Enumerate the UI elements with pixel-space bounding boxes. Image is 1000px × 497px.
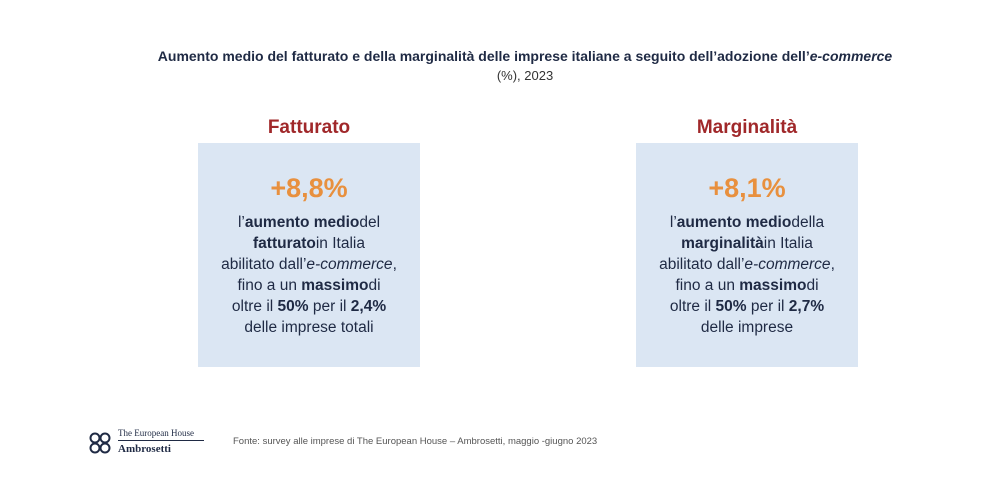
chart-title: Aumento medio del fatturato e della marg…	[157, 48, 893, 64]
marginalita-panel: +8,1% l’aumento mediodella marginalitàin…	[636, 143, 858, 367]
panel-line: oltre il 50% per il 2,7%	[669, 298, 825, 315]
panel-line: l’aumento mediodel	[237, 214, 381, 231]
logo-line1: The European House	[118, 428, 194, 438]
source-note: Fonte: survey alle imprese di The Europe…	[233, 436, 598, 447]
panel-line: l’aumento mediodella	[669, 214, 825, 231]
logo-icon	[89, 432, 111, 454]
logo-line2: Ambrosetti	[118, 443, 171, 455]
marginalita-value: +8,1%	[708, 173, 786, 203]
logo-divider	[118, 440, 204, 441]
marginalita-heading: Marginalità	[696, 117, 798, 138]
fatturato-heading: Fatturato	[267, 117, 351, 138]
panel-line: oltre il 50% per il 2,4%	[231, 298, 387, 315]
fatturato-value: +8,8%	[270, 173, 348, 203]
panel-line: delle imprese	[700, 319, 794, 336]
panel-line: fino a un massimodi	[237, 277, 381, 294]
title-italic: e-commerce	[809, 48, 893, 64]
panel-line: marginalitàin Italia	[681, 235, 813, 252]
logo: The European House Ambrosetti	[118, 428, 204, 455]
panel-line: delle imprese totali	[244, 319, 374, 336]
fatturato-panel: +8,8% l’aumento mediodel fatturatoin Ita…	[198, 143, 420, 367]
panel-line: abilitato dall’e-commerce,	[659, 256, 835, 273]
panel-line: fatturatoin Italia	[253, 235, 365, 252]
panel-line: fino a un massimodi	[675, 277, 819, 294]
panel-line: abilitato dall’e-commerce,	[221, 256, 397, 273]
chart-subtitle: (%), 2023	[496, 68, 554, 83]
